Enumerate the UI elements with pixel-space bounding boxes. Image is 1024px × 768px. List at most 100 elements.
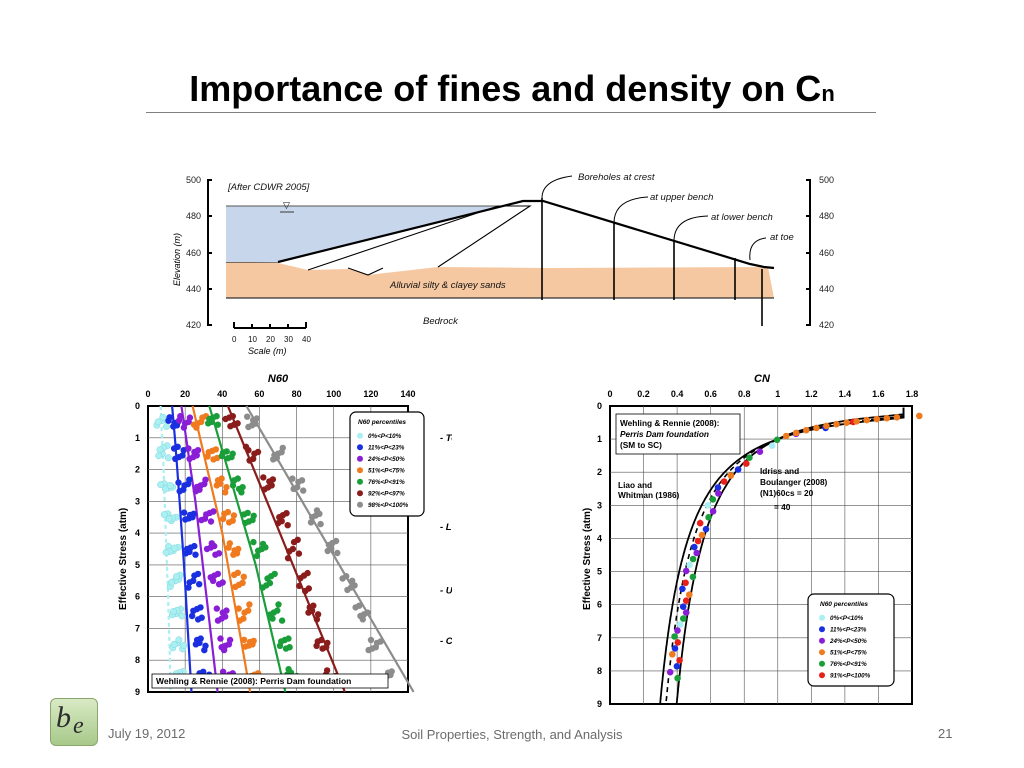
n60-data-point: [215, 581, 223, 588]
scale-label: Scale (m): [248, 346, 287, 356]
n60-legend-label: 92%<P<97%: [368, 491, 405, 498]
n60-data-point: [240, 511, 248, 518]
n60-data-point: [302, 587, 309, 595]
n60-data-point: [166, 481, 174, 489]
n60-data-point: [224, 455, 232, 462]
cn-legend-title: N60 percentiles: [820, 601, 868, 608]
n60-data-point: [177, 413, 184, 420]
cn-legend: N60 percentiles 0%<P<10% 11%<P<23% 24%<P<5…: [807, 593, 895, 687]
n60-data-point: [171, 544, 178, 552]
n60-x-tick-label: 0: [145, 389, 150, 399]
n60-data-point: [222, 489, 229, 496]
n60-y-tick-label: 1: [135, 433, 140, 443]
n60-data-point: [170, 445, 178, 452]
n60-data-point: [314, 638, 321, 645]
n60-annotation: Wehling & Rennie (2008): Perris Dam foun…: [156, 676, 351, 686]
cn-x-tick-label: 0.8: [738, 389, 751, 399]
n60-data-point: [227, 423, 234, 430]
n60-data-point: [193, 483, 201, 491]
n60-data-point: [180, 509, 188, 516]
n60-data-point: [319, 645, 326, 652]
cn-data-point: [773, 436, 781, 444]
n60-data-point: [214, 421, 221, 428]
cn-data-point: [704, 502, 712, 509]
n60-data-point: [186, 511, 194, 519]
n60-data-point: [170, 640, 178, 648]
lower-bench-label: at lower bench: [711, 212, 773, 223]
n60-data-point: [317, 520, 324, 528]
n60-data-point: [349, 577, 356, 584]
n60-legend-marker: [357, 490, 363, 497]
cn-data-point: [743, 460, 750, 467]
cn-annotation-liao: Liao and: [618, 480, 652, 490]
n60-data-point: [191, 572, 198, 579]
reservoir-water: [226, 206, 498, 262]
n60-data-point: [285, 666, 292, 673]
cn-legend-label: 76%<P<91%: [830, 661, 867, 668]
n60-data-point: [244, 413, 251, 420]
cn-data-point: [833, 420, 840, 428]
n60-data-point: [275, 601, 282, 608]
cn-data-point: [673, 663, 681, 670]
n60-data-point: [175, 479, 182, 486]
n60-y-tick-label: 8: [135, 655, 140, 665]
n60-data-point: [186, 455, 193, 462]
elev-left-460: 460: [186, 248, 201, 258]
n60-data-point: [202, 642, 209, 649]
n60-data-point: [255, 547, 262, 554]
n60-data-point: [324, 639, 331, 647]
cn-y-tick-label: 4: [597, 533, 602, 543]
n60-data-point: [156, 446, 164, 454]
n60-data-point: [235, 605, 242, 612]
n60-data-point: [279, 444, 286, 452]
section-ylabel: Elevation (m): [172, 233, 182, 286]
n60-x-tick-label: 120: [363, 389, 378, 399]
n60-x-tick-label: 60: [254, 389, 264, 399]
n60-data-point: [323, 667, 331, 674]
n60-legend-label: 76%<P<91%: [368, 479, 405, 486]
n60-y-tick-label: 9: [135, 687, 140, 697]
n60-data-point: [289, 475, 296, 482]
n60-data-point: [282, 645, 290, 652]
title-underline: [146, 112, 876, 113]
cn-data-point: [689, 555, 697, 563]
n60-data-point: [306, 604, 313, 611]
n60-data-point: [365, 646, 372, 654]
cn-data-point: [671, 633, 678, 640]
slide-title-subscript: n: [821, 81, 835, 106]
n60-data-point: [305, 609, 312, 616]
cn-legend-label: 0%<P<10%: [830, 615, 864, 622]
cn-data-point: [756, 448, 764, 455]
cn-x-tick-label: 0.2: [637, 389, 650, 399]
n60-legend-marker: [357, 467, 363, 474]
n60-data-point: [278, 617, 286, 624]
n60-trend-line: [191, 405, 252, 693]
cn-legend-label: 24%<P<50%: [829, 638, 867, 645]
cn-legend-label: 11%<P<23%: [830, 627, 867, 634]
slide-title-main: Importance of fines and density on C: [189, 68, 822, 109]
n60-data-point: [163, 423, 170, 430]
cn-data-point: [682, 579, 689, 587]
cn-data-point: [863, 416, 870, 424]
n60-chart: 0 20 40 60 80 100 120 140 0 1 2 3 4 5 6 7 8 9 N60 Effect…: [118, 373, 452, 697]
cn-annotation-source: Wehling & Rennie (2008):: [620, 418, 719, 428]
n60-legend-label: 98%<P<100%: [368, 502, 409, 509]
n60-data-point: [172, 573, 180, 580]
page-number: 21: [938, 726, 953, 741]
n60-data-point: [186, 414, 194, 421]
cn-data-point: [714, 484, 722, 491]
cn-x-tick-label: 1.4: [839, 389, 852, 399]
n60-legend-label: 0%<P<10%: [368, 433, 402, 440]
n60-data-point: [235, 485, 243, 493]
cn-data-point: [686, 591, 693, 598]
cn-data-point: [702, 525, 710, 533]
n60-data-point: [206, 415, 213, 423]
n60-legend-marker: [357, 478, 363, 485]
n60-data-point: [251, 450, 258, 457]
n60-data-point: [271, 451, 278, 459]
n60-depth-label: - Toe: [440, 433, 452, 444]
n60-legend-label: 51%<P<75%: [368, 468, 405, 475]
cn-annotation-n40: = 40: [774, 502, 791, 512]
cn-data-point: [698, 531, 706, 539]
